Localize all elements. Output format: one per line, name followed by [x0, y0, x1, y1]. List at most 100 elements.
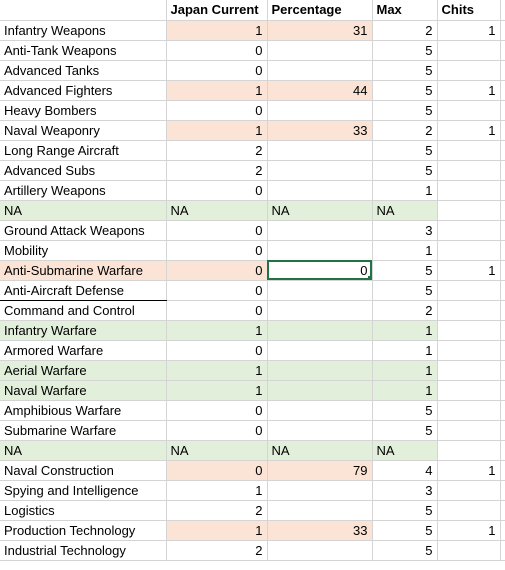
cell-name[interactable]: Advanced Tanks [0, 60, 167, 81]
cell-name[interactable]: Advanced Fighters [0, 80, 167, 101]
cell-percentage[interactable] [267, 140, 373, 161]
cell-percentage[interactable] [267, 160, 373, 181]
cell-chits[interactable]: 1 [437, 460, 501, 481]
cell-name[interactable]: Artillery Weapons [0, 180, 167, 201]
cell-blank[interactable] [500, 140, 505, 161]
cell-name[interactable]: Logistics [0, 500, 167, 521]
cell-blank[interactable] [500, 540, 505, 561]
cell-max[interactable]: 5 [372, 540, 438, 561]
cell-japan-current[interactable]: 2 [166, 140, 268, 161]
cell-max[interactable]: 5 [372, 140, 438, 161]
cell-percentage[interactable] [267, 540, 373, 561]
cell-percentage[interactable] [267, 320, 373, 341]
cell-percentage[interactable] [267, 480, 373, 501]
cell-chits[interactable] [437, 60, 501, 81]
cell-chits[interactable]: 1 [437, 260, 501, 281]
cell-chits[interactable] [437, 200, 501, 221]
cell-blank[interactable] [500, 380, 505, 401]
cell-japan-current[interactable]: 2 [166, 160, 268, 181]
cell-japan-current[interactable]: 0 [166, 60, 268, 81]
cell-max[interactable]: 4 [372, 460, 438, 481]
cell-max[interactable]: 3 [372, 220, 438, 241]
cell-name[interactable]: Anti-Tank Weapons [0, 40, 167, 61]
cell-blank[interactable] [500, 400, 505, 421]
cell-percentage[interactable] [267, 400, 373, 421]
cell-name[interactable]: Industrial Technology [0, 540, 167, 561]
cell-max[interactable]: 5 [372, 40, 438, 61]
cell-percentage[interactable]: 31 [267, 20, 373, 41]
cell-japan-current[interactable]: 1 [166, 80, 268, 101]
cell-blank[interactable] [500, 460, 505, 481]
header-name[interactable] [0, 0, 167, 21]
cell-max[interactable]: 2 [372, 20, 438, 41]
cell-japan-current[interactable]: 2 [166, 540, 268, 561]
cell-blank[interactable] [500, 500, 505, 521]
cell-japan-current[interactable]: 0 [166, 260, 268, 281]
cell-percentage[interactable] [267, 500, 373, 521]
cell-max[interactable]: 5 [372, 520, 438, 541]
cell-japan-current[interactable]: 1 [166, 480, 268, 501]
cell-chits[interactable]: 1 [437, 80, 501, 101]
cell-japan-current[interactable]: 0 [166, 400, 268, 421]
cell-max[interactable]: 5 [372, 280, 438, 301]
cell-max[interactable]: 1 [372, 340, 438, 361]
cell-japan-current[interactable]: 0 [166, 180, 268, 201]
cell-percentage[interactable]: NA [267, 440, 373, 461]
cell-japan-current[interactable]: NA [166, 440, 268, 461]
cell-japan-current[interactable]: 0 [166, 280, 268, 301]
cell-name[interactable]: Command and Control [0, 300, 167, 321]
cell-name[interactable]: NA [0, 440, 167, 461]
cell-blank[interactable] [500, 320, 505, 341]
cell-japan-current[interactable]: 1 [166, 120, 268, 141]
cell-name[interactable]: Submarine Warfare [0, 420, 167, 441]
cell-percentage[interactable] [267, 300, 373, 321]
cell-name[interactable]: Ground Attack Weapons [0, 220, 167, 241]
cell-name[interactable]: Long Range Aircraft [0, 140, 167, 161]
cell-blank[interactable] [500, 200, 505, 221]
cell-chits[interactable] [437, 280, 501, 301]
cell-chits[interactable] [437, 440, 501, 461]
cell-japan-current[interactable]: 1 [166, 380, 268, 401]
cell-name[interactable]: Armored Warfare [0, 340, 167, 361]
cell-percentage[interactable] [267, 420, 373, 441]
cell-blank[interactable] [500, 100, 505, 121]
cell-chits[interactable] [437, 140, 501, 161]
cell-max[interactable]: 5 [372, 260, 438, 281]
cell-chits[interactable] [437, 340, 501, 361]
cell-blank[interactable] [500, 40, 505, 61]
cell-percentage[interactable]: NA [267, 200, 373, 221]
cell-name[interactable]: NA [0, 200, 167, 221]
cell-blank[interactable] [500, 220, 505, 241]
cell-japan-current[interactable]: 1 [166, 360, 268, 381]
cell-blank[interactable] [500, 480, 505, 501]
cell-chits[interactable] [437, 180, 501, 201]
cell-chits[interactable] [437, 540, 501, 561]
cell-chits[interactable] [437, 300, 501, 321]
cell-blank[interactable] [500, 60, 505, 81]
cell-max[interactable]: 5 [372, 160, 438, 181]
cell-japan-current[interactable]: 0 [166, 220, 268, 241]
cell-blank[interactable] [500, 120, 505, 141]
cell-blank[interactable] [500, 80, 505, 101]
cell-max[interactable]: 2 [372, 300, 438, 321]
cell-max[interactable]: NA [372, 440, 438, 461]
cell-name[interactable]: Naval Weaponry [0, 120, 167, 141]
cell-percentage[interactable] [267, 240, 373, 261]
cell-max[interactable]: NA [372, 200, 438, 221]
cell-chits[interactable] [437, 480, 501, 501]
cell-max[interactable]: 5 [372, 400, 438, 421]
cell-name[interactable]: Spying and Intelligence [0, 480, 167, 501]
cell-chits[interactable]: 1 [437, 520, 501, 541]
cell-name[interactable]: Anti-Aircraft Defense [0, 280, 167, 301]
fill-handle[interactable] [367, 275, 371, 279]
cell-blank[interactable] [500, 180, 505, 201]
cell-chits[interactable] [437, 420, 501, 441]
cell-blank[interactable] [500, 360, 505, 381]
cell-percentage[interactable]: 79 [267, 460, 373, 481]
cell-max[interactable]: 5 [372, 100, 438, 121]
cell-japan-current[interactable]: 0 [166, 100, 268, 121]
cell-percentage[interactable] [267, 100, 373, 121]
cell-max[interactable]: 5 [372, 60, 438, 81]
cell-percentage[interactable] [267, 280, 373, 301]
cell-japan-current[interactable]: 0 [166, 300, 268, 321]
